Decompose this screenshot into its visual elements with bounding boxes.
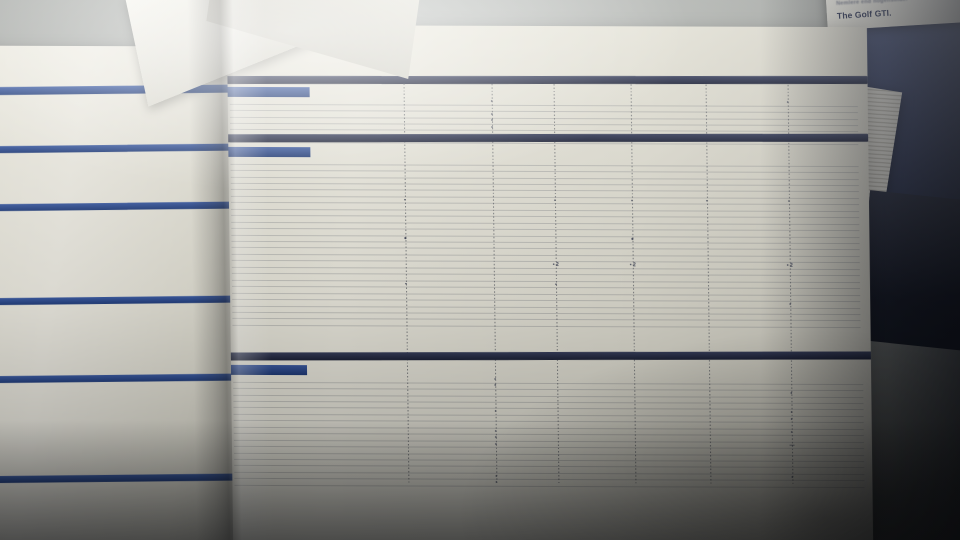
left-page-block-divider-2 <box>0 295 237 306</box>
left-page-block-divider-3 <box>0 373 239 384</box>
section-tab-section-sikkerhed <box>226 146 311 158</box>
bottom-edge-shadow <box>0 420 960 540</box>
left-page-block-divider-1 <box>0 201 234 212</box>
section-tab-section-komfort <box>226 86 310 98</box>
left-page-block-divider-0 <box>0 143 233 154</box>
section-tab-section-udvendig <box>228 364 308 376</box>
